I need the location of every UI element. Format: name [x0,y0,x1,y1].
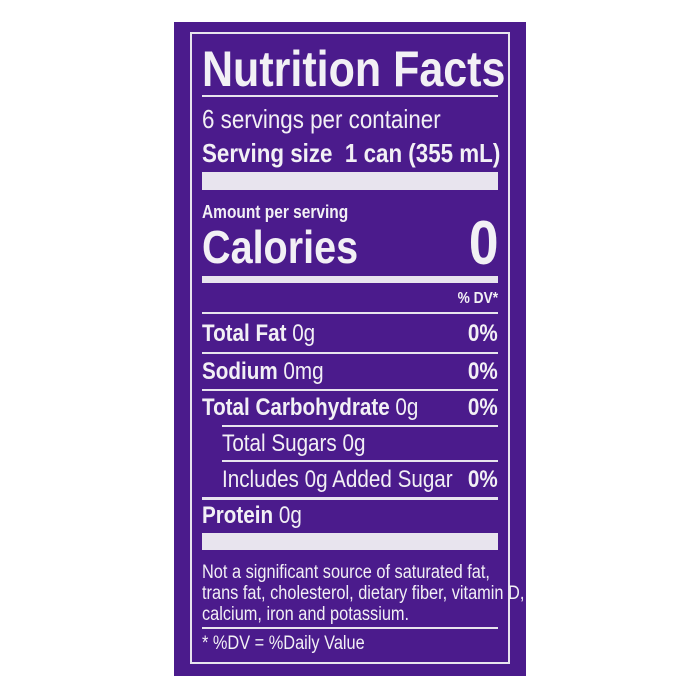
nutrition-label: Nutrition Facts 6 servings per container… [174,22,526,676]
medium-divider [202,276,498,283]
nutrient-name: Includes 0g Added Sugar [222,466,453,493]
nutrient-amount: 0g [278,502,302,529]
title: Nutrition Facts [202,41,506,97]
serving-size-label: Serving size [202,138,333,168]
serving-size-value: 1 can (355 mL) [344,138,501,168]
amount-per-serving: Amount per serving [202,202,349,222]
footnote: Not a significant source of saturated fa… [202,562,524,625]
nutrient-dv: 0% [468,394,498,421]
nutrient-amount: 0g [292,320,316,347]
nutrient-dv: 0% [468,358,498,385]
nutrient-name: Protein [202,502,274,529]
divider [202,389,498,391]
thick-divider [202,533,498,550]
nutrient-name: Total Carbohydrate [202,394,390,421]
nutrient-amount: 0g [395,394,419,421]
divider [222,460,498,462]
divider [202,352,498,354]
dv-header: % DV* [457,290,498,307]
footnote-line: trans fat, cholesterol, dietary fiber, v… [202,583,525,604]
serving-size: Serving size 1 can (355 mL) [202,138,500,169]
footnote-line: calcium, iron and potassium. [202,604,410,625]
divider [202,312,498,314]
nutrient-dv: 0% [468,466,498,493]
calories-label: Calories [202,221,359,273]
nutrient-name: Total Fat [202,320,287,347]
dv-note: * %DV = %Daily Value [202,633,365,654]
divider [202,95,498,97]
divider [222,425,498,427]
thick-divider [202,172,498,190]
servings-per-container: 6 servings per container [202,104,441,134]
nutrient-name: Total Sugars 0g [222,430,366,457]
divider [202,497,498,500]
nutrient-dv: 0% [468,320,498,347]
label-border [190,32,510,664]
calories-value: 0 [468,209,498,278]
divider [202,627,498,629]
footnote-line: Not a significant source of saturated fa… [202,562,490,583]
nutrient-amount: 0mg [283,358,324,385]
nutrient-name: Sodium [202,358,278,385]
